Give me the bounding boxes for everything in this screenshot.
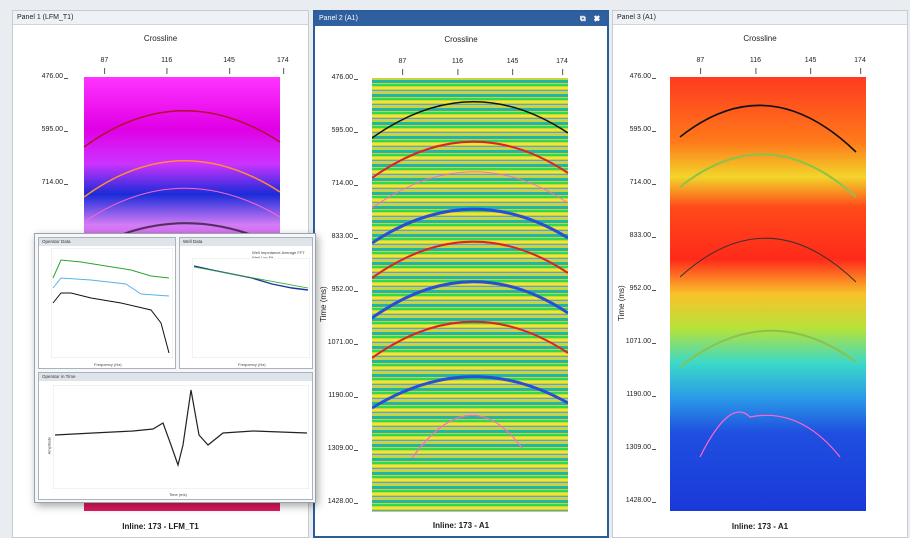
panel-1-x-ticks: 87 116 145 174 xyxy=(70,57,289,77)
x-tick: 145 xyxy=(506,58,519,75)
operator-data-title: Operator Data xyxy=(39,238,175,246)
operator-time-chart[interactable]: Operator in Time Operator in Time Domain… xyxy=(38,372,313,500)
operator-time-title: Operator in Time xyxy=(39,373,312,381)
panel-2-header[interactable]: Panel 2 (A1) ⧉ ✖ xyxy=(315,12,607,26)
x-tick: 116 xyxy=(749,57,762,74)
panel-2-footer: Inline: 173 - A1 xyxy=(432,521,490,530)
panel-3-crossline-label: Crossline xyxy=(743,34,777,43)
panel-3-seismic-plot[interactable] xyxy=(670,77,866,511)
operator-floating-window[interactable]: Operator Data Seismic Average Trace Seis… xyxy=(34,233,316,503)
y-tick: 952.00 xyxy=(317,286,358,293)
panel-3-title: Panel 3 (A1) xyxy=(617,14,656,21)
close-icon[interactable]: ✖ xyxy=(593,14,603,23)
x-tick: 116 xyxy=(451,58,464,75)
y-tick: 595.00 xyxy=(27,126,68,133)
panel-2-title: Panel 2 (A1) xyxy=(319,15,358,22)
panel-2-seismic-plot[interactable] xyxy=(372,78,568,512)
restore-icon[interactable]: ⧉ xyxy=(579,14,589,23)
y-tick: 1309.00 xyxy=(615,444,656,451)
amplitude-axis-label: Amplitude xyxy=(46,436,52,455)
y-tick: 476.00 xyxy=(317,74,358,81)
well-data-title: Well Data xyxy=(180,238,312,246)
y-tick: 1428.00 xyxy=(615,497,656,504)
x-tick: 145 xyxy=(804,57,817,74)
x-tick: 87 xyxy=(696,57,705,74)
panel-1-crossline-label: Crossline xyxy=(143,34,178,43)
panel-3-x-ticks: 87 116 145 174 xyxy=(670,57,866,77)
panel-3-header[interactable]: Panel 3 (A1) xyxy=(613,11,907,25)
y-tick: 476.00 xyxy=(615,73,656,80)
y-tick: 1309.00 xyxy=(317,445,358,452)
x-tick: 145 xyxy=(223,57,235,74)
panel-2[interactable]: Panel 2 (A1) ⧉ ✖ Crossline 87 116 145 17… xyxy=(313,10,609,538)
x-tick: 174 xyxy=(854,57,866,74)
panel-1-title: Panel 1 (LFM_T1) xyxy=(17,14,74,21)
panel-2-crossline-label: Crossline xyxy=(444,35,478,44)
y-tick: 833.00 xyxy=(317,233,358,240)
well-freq-axis-label: Frequency (Hz) xyxy=(238,362,266,367)
y-tick: 833.00 xyxy=(615,232,656,239)
y-tick: 476.00 xyxy=(27,73,68,80)
y-tick: 1071.00 xyxy=(615,338,656,345)
y-tick: 595.00 xyxy=(317,127,358,134)
y-tick: 1428.00 xyxy=(317,498,358,505)
panel-1-header[interactable]: Panel 1 (LFM_T1) xyxy=(13,11,308,25)
panel-1-footer: Inline: 173 - LFM_T1 xyxy=(122,522,199,531)
x-tick: 174 xyxy=(556,58,568,75)
legend-item: Well Impedance Average FFT xyxy=(252,250,305,255)
panel-3-footer: Inline: 173 - A1 xyxy=(731,522,789,531)
y-tick: 714.00 xyxy=(317,180,358,187)
legend-item: Well Log Fit xyxy=(252,255,274,260)
x-tick: 116 xyxy=(161,57,173,74)
freq-axis-label: Frequency (Hz) xyxy=(94,362,122,367)
x-tick: 87 xyxy=(100,57,109,74)
time-axis-label: Time (ms) xyxy=(169,492,187,497)
panel-3[interactable]: Panel 3 (A1) Crossline 87 116 145 174 Ti… xyxy=(612,10,908,538)
well-data-chart[interactable]: Well Data Well Impedance Average FFT Wel… xyxy=(179,237,313,369)
x-tick: 174 xyxy=(277,57,289,74)
y-tick: 714.00 xyxy=(27,179,68,186)
y-tick: 1190.00 xyxy=(615,391,656,398)
y-tick: 714.00 xyxy=(615,179,656,186)
panel-2-x-ticks: 87 116 145 174 xyxy=(372,58,568,78)
x-tick: 87 xyxy=(398,58,407,75)
y-tick: 1190.00 xyxy=(317,392,358,399)
operator-data-chart[interactable]: Operator Data Seismic Average Trace Seis… xyxy=(38,237,176,369)
y-tick: 952.00 xyxy=(615,285,656,292)
y-tick: 1071.00 xyxy=(317,339,358,346)
y-tick: 595.00 xyxy=(615,126,656,133)
